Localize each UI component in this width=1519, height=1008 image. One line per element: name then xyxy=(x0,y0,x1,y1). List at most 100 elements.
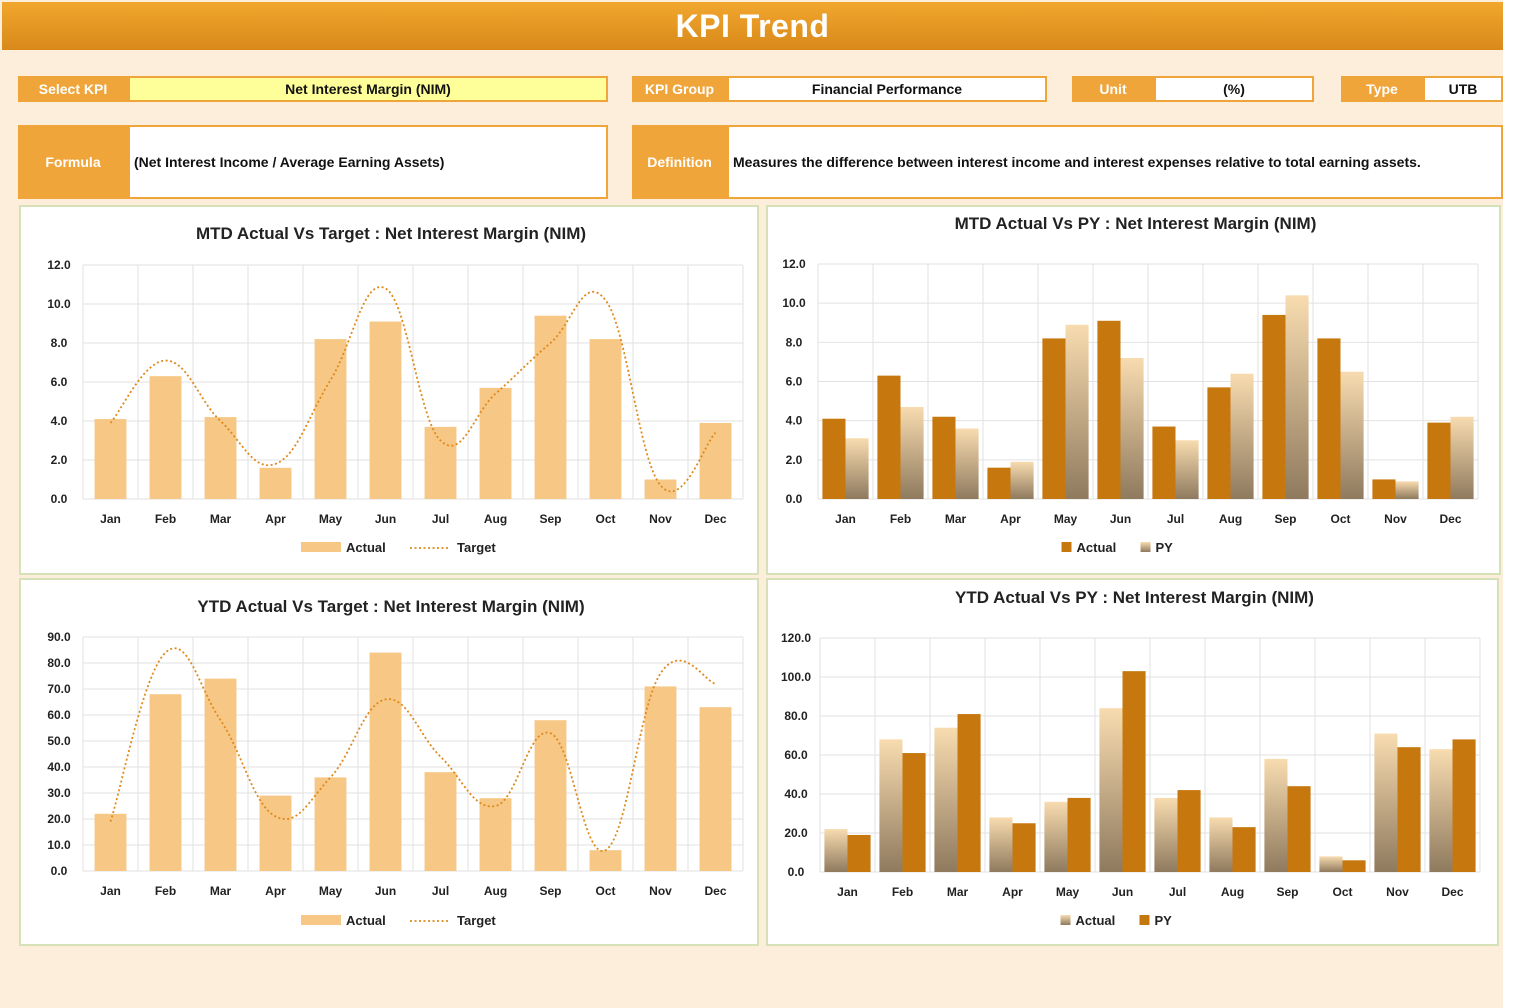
y-tick-label: 6.0 xyxy=(786,375,803,389)
definition-label: Definition xyxy=(632,125,727,199)
legend-swatch-actual xyxy=(1060,915,1071,925)
x-tick-label: Apr xyxy=(1000,512,1021,526)
y-tick-label: 50.0 xyxy=(47,734,71,748)
x-tick-label: Jul xyxy=(432,884,449,898)
x-tick-label: Nov xyxy=(1384,512,1407,526)
bar-actual xyxy=(934,727,958,872)
type-row: Type UTB xyxy=(1341,76,1503,102)
x-tick-label: Nov xyxy=(649,884,672,898)
x-tick-label: Dec xyxy=(1441,885,1463,899)
bar-py xyxy=(1342,860,1366,872)
bar-actual xyxy=(1317,338,1341,499)
line-target xyxy=(109,286,717,493)
x-tick-label: Feb xyxy=(155,512,176,526)
x-tick-label: Dec xyxy=(1439,512,1461,526)
bar-actual xyxy=(879,739,903,872)
y-tick-label: 120.0 xyxy=(781,631,811,645)
legend-swatch-actual xyxy=(301,542,341,552)
kpi-group-value: Financial Performance xyxy=(727,76,1047,102)
y-tick-label: 80.0 xyxy=(784,709,808,723)
x-tick-label: Jan xyxy=(837,885,858,899)
bar-actual xyxy=(424,426,457,499)
y-tick-label: 40.0 xyxy=(47,760,71,774)
chart-title: MTD Actual Vs PY : Net Interest Margin (… xyxy=(955,214,1317,233)
y-tick-label: 90.0 xyxy=(47,630,71,644)
x-tick-label: Sep xyxy=(1274,512,1296,526)
y-tick-label: 8.0 xyxy=(786,335,803,349)
x-tick-label: Jun xyxy=(375,884,396,898)
legend-label-actual: Actual xyxy=(346,913,386,928)
bar-actual xyxy=(424,772,457,871)
bar-py xyxy=(955,428,979,499)
x-tick-label: Mar xyxy=(945,512,967,526)
bar-actual xyxy=(479,387,512,499)
bar-actual xyxy=(1209,817,1233,872)
bar-actual xyxy=(259,795,292,871)
x-tick-label: Jan xyxy=(835,512,856,526)
y-tick-label: 80.0 xyxy=(47,656,71,670)
x-tick-label: Oct xyxy=(1332,885,1352,899)
legend-label-actual: Actual xyxy=(1077,540,1117,555)
mtd-actual-vs-target-chart: MTD Actual Vs Target : Net Interest Marg… xyxy=(47,224,744,555)
legend-label-py: PY xyxy=(1155,913,1173,928)
x-tick-label: Jan xyxy=(100,884,121,898)
y-tick-label: 8.0 xyxy=(51,336,68,350)
x-tick-label: Oct xyxy=(1330,512,1350,526)
bar-py xyxy=(902,753,926,872)
y-tick-label: 2.0 xyxy=(786,453,803,467)
y-tick-label: 60.0 xyxy=(47,708,71,722)
y-tick-label: 10.0 xyxy=(782,296,806,310)
bar-actual xyxy=(1152,426,1176,499)
bar-py xyxy=(1285,295,1309,499)
unit-row: Unit (%) xyxy=(1072,76,1314,102)
chart-title: YTD Actual Vs Target : Net Interest Marg… xyxy=(197,597,584,616)
x-tick-label: May xyxy=(319,884,343,898)
bar-py xyxy=(1452,739,1476,872)
x-tick-label: Aug xyxy=(1219,512,1242,526)
x-tick-label: Aug xyxy=(484,884,507,898)
x-tick-label: Feb xyxy=(892,885,913,899)
x-tick-label: Apr xyxy=(1002,885,1023,899)
type-label: Type xyxy=(1341,76,1423,102)
bar-actual xyxy=(1319,856,1343,872)
y-tick-label: 12.0 xyxy=(782,257,806,271)
formula-label: Formula xyxy=(18,125,128,199)
x-tick-label: Oct xyxy=(595,884,615,898)
bar-actual xyxy=(479,798,512,871)
chart-panel-mtd-py: MTD Actual Vs PY : Net Interest Margin (… xyxy=(766,205,1501,575)
x-tick-label: Nov xyxy=(1386,885,1409,899)
definition-value: Measures the difference between interest… xyxy=(727,125,1503,199)
chart-panel-ytd-py: YTD Actual Vs PY : Net Interest Margin (… xyxy=(766,578,1499,946)
legend-swatch-py xyxy=(1139,915,1150,925)
bar-py xyxy=(1120,358,1144,499)
formula-row: Formula (Net Interest Income / Average E… xyxy=(18,125,608,199)
y-tick-label: 40.0 xyxy=(784,787,808,801)
bar-actual xyxy=(1044,801,1068,872)
bar-actual xyxy=(1154,797,1178,872)
x-tick-label: Jul xyxy=(1167,512,1184,526)
bar-actual xyxy=(1099,708,1123,872)
definition-row: Definition Measures the difference betwe… xyxy=(632,125,1503,199)
y-tick-label: 30.0 xyxy=(47,786,71,800)
x-tick-label: Mar xyxy=(210,884,232,898)
bar-actual xyxy=(877,375,901,499)
x-tick-label: Nov xyxy=(649,512,672,526)
bar-py xyxy=(1397,747,1421,872)
bar-actual xyxy=(1097,320,1121,499)
bar-py xyxy=(845,438,869,499)
bar-actual xyxy=(534,720,567,871)
x-tick-label: Jul xyxy=(432,512,449,526)
select-kpi-dropdown[interactable]: Net Interest Margin (NIM) xyxy=(128,76,608,102)
y-tick-label: 4.0 xyxy=(786,414,803,428)
y-tick-label: 0.0 xyxy=(788,865,805,879)
bar-py xyxy=(1395,481,1419,499)
bar-actual xyxy=(369,321,402,499)
y-tick-label: 6.0 xyxy=(51,375,68,389)
x-tick-label: Aug xyxy=(1221,885,1244,899)
x-tick-label: Jun xyxy=(1110,512,1131,526)
formula-value: (Net Interest Income / Average Earning A… xyxy=(128,125,608,199)
x-tick-label: Dec xyxy=(704,884,726,898)
bar-actual xyxy=(589,339,622,499)
bar-actual xyxy=(699,422,732,499)
